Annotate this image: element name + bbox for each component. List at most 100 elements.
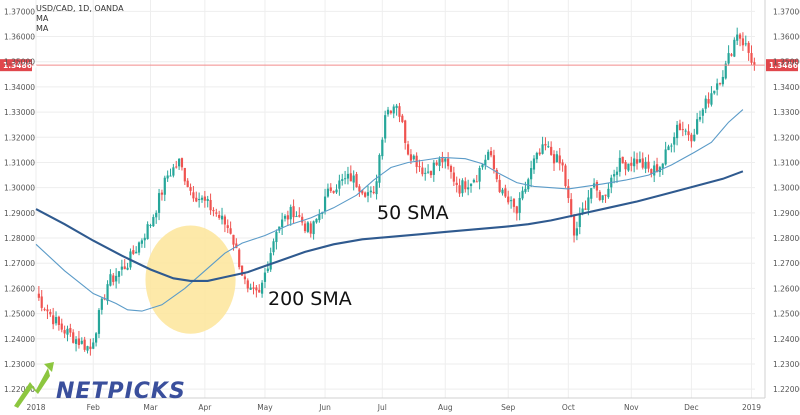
candle	[530, 160, 533, 188]
candle	[487, 149, 490, 161]
candle-body	[46, 309, 49, 312]
candle	[610, 174, 613, 194]
candle	[298, 207, 301, 218]
candle-body	[418, 166, 421, 168]
candle-body	[89, 346, 92, 350]
y-tick-label-right: 1.37000	[773, 7, 800, 16]
candle-body	[670, 145, 673, 147]
candle-body	[678, 123, 682, 131]
candle	[564, 163, 567, 188]
candle-body	[140, 240, 143, 244]
candle	[46, 304, 49, 320]
candle-body	[163, 177, 166, 195]
candle	[455, 176, 458, 193]
candle	[452, 166, 455, 186]
candle-body	[152, 217, 155, 227]
candle	[607, 183, 610, 199]
candle-body	[487, 151, 490, 160]
candle	[398, 102, 401, 123]
x-tick-label: 2019	[742, 403, 761, 412]
candle-body	[690, 134, 693, 142]
candle	[243, 271, 247, 285]
candle-body	[624, 162, 627, 170]
candle	[195, 191, 198, 203]
x-tick-label: 2018	[26, 403, 45, 412]
candle	[166, 170, 169, 182]
y-tick-label-left: 1.22000	[4, 385, 35, 394]
candle-body	[621, 156, 624, 164]
candle-body	[375, 181, 378, 195]
sma50-annotation: 50 SMA	[377, 202, 449, 224]
candle-body	[744, 43, 747, 45]
candle-body	[484, 159, 487, 166]
candle-body	[332, 190, 335, 193]
candle-body	[750, 53, 753, 63]
candle	[364, 191, 367, 198]
candle	[570, 193, 573, 218]
candle	[352, 170, 355, 191]
candle-body	[329, 187, 332, 191]
candle	[658, 165, 662, 177]
candle-body	[238, 249, 241, 268]
candle	[83, 336, 86, 352]
candle	[653, 160, 656, 183]
candle-body	[701, 109, 704, 116]
candle-body	[258, 289, 261, 293]
candle-body	[570, 199, 573, 215]
candle-body	[653, 165, 656, 176]
candle-body	[361, 190, 364, 194]
candle-body	[607, 188, 610, 198]
candle-body	[478, 168, 481, 182]
candle	[698, 110, 702, 122]
candle-body	[149, 224, 152, 226]
candle	[100, 296, 103, 315]
candle-body	[352, 175, 355, 183]
candle-body	[584, 208, 587, 210]
candle-body	[615, 171, 619, 175]
candle	[618, 150, 621, 177]
candle-body	[552, 154, 556, 164]
candle-body	[386, 109, 390, 115]
candle	[404, 119, 407, 150]
candle	[63, 325, 66, 339]
candle-body	[475, 181, 478, 183]
candle-body	[266, 268, 269, 272]
candle	[495, 167, 498, 183]
candle	[578, 207, 581, 235]
candle	[92, 338, 95, 350]
candle-body	[269, 253, 272, 270]
candle	[624, 160, 627, 176]
candle	[198, 192, 201, 208]
candle-body	[335, 189, 338, 193]
candle-body	[172, 167, 175, 176]
candle-body	[441, 158, 444, 163]
candle-body	[389, 110, 392, 114]
candle	[349, 165, 352, 182]
candle-body	[481, 164, 484, 168]
candle-body	[95, 333, 98, 343]
candle	[538, 148, 541, 156]
candle	[249, 283, 252, 290]
candle-body	[633, 158, 636, 167]
candle	[584, 200, 587, 210]
candle-body	[538, 152, 541, 155]
candle-body	[272, 241, 275, 253]
candle-body	[143, 237, 146, 241]
candle-body	[501, 189, 504, 194]
candle-body	[378, 155, 381, 183]
candle	[590, 188, 593, 204]
candle	[175, 160, 178, 169]
candle-body	[255, 287, 258, 291]
candle	[507, 190, 510, 205]
candle	[220, 207, 224, 225]
candle-body	[590, 188, 593, 199]
candle	[246, 278, 249, 293]
candle	[309, 221, 312, 238]
candle-body	[223, 216, 226, 225]
candle-body	[409, 154, 413, 161]
y-tick-label-right: 1.23000	[773, 360, 800, 369]
candle-body	[303, 223, 307, 232]
candle	[472, 178, 475, 184]
candle	[266, 261, 269, 273]
candle-body	[392, 106, 395, 114]
